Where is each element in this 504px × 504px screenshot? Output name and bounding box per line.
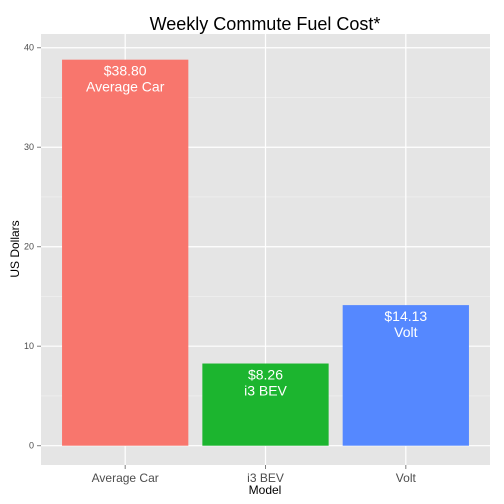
bar-value-label: $38.80	[104, 63, 147, 79]
y-tick-label: 30	[24, 142, 34, 152]
y-tick-label: 10	[24, 341, 34, 351]
bar-value-label: $14.13	[384, 308, 427, 324]
bar	[342, 305, 469, 446]
bars	[62, 59, 469, 446]
y-tick-label: 20	[24, 242, 34, 252]
y-axis: 0 10 20 30 40	[24, 43, 41, 451]
bar-name-label: Volt	[394, 324, 417, 340]
bar-value-label: $8.26	[248, 367, 283, 383]
y-axis-title: US Dollars	[8, 220, 22, 277]
x-tick-label: Volt	[396, 471, 417, 485]
x-axis-title: Model	[249, 483, 282, 497]
bar-name-label: i3 BEV	[244, 383, 287, 399]
y-tick-label: 0	[29, 441, 34, 451]
chart-title: Weekly Commute Fuel Cost*	[150, 14, 381, 34]
bar	[62, 59, 189, 446]
x-tick-label: i3 BEV	[247, 471, 284, 485]
x-tick-label: Average Car	[92, 471, 159, 485]
y-tick-label: 40	[24, 43, 34, 53]
x-axis: Average Car i3 BEV Volt	[92, 465, 417, 485]
bar	[202, 363, 329, 446]
bar-name-label: Average Car	[86, 79, 165, 95]
